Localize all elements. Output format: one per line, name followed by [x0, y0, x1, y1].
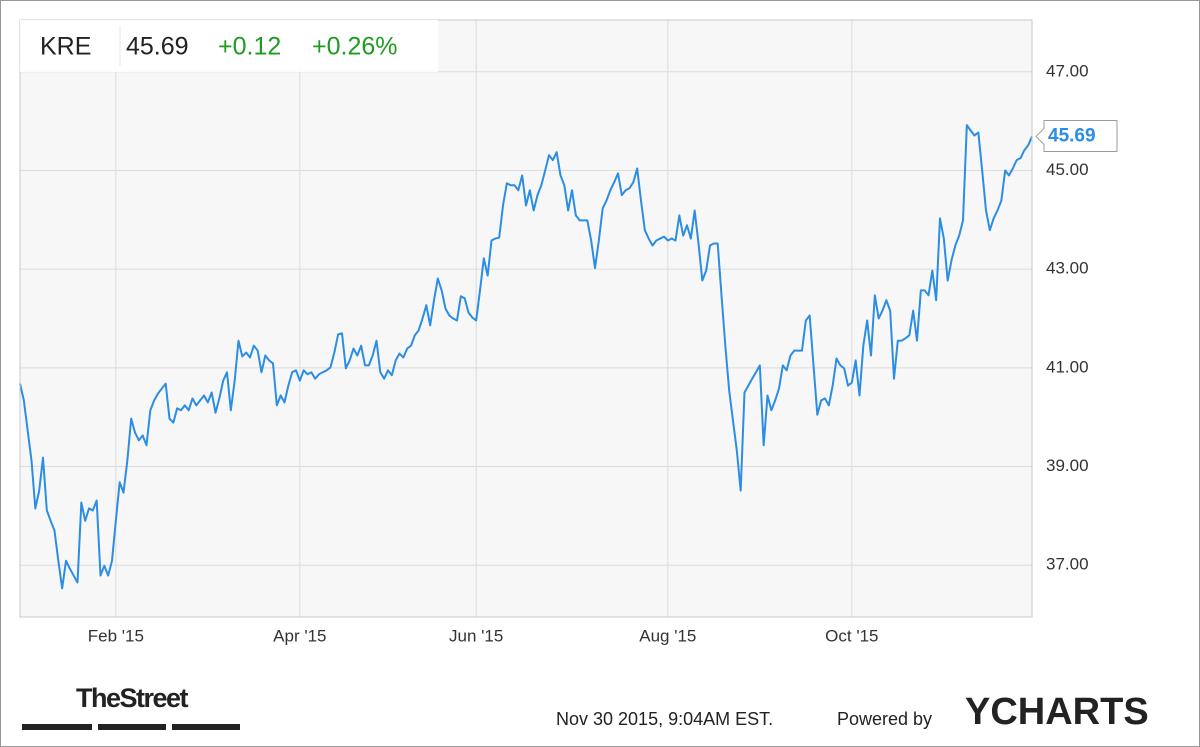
x-tick-label: Jun '15 — [449, 626, 503, 645]
header-box — [20, 20, 438, 72]
x-tick-label: Oct '15 — [825, 626, 878, 645]
change-pct: +0.26% — [312, 33, 398, 61]
ticker: KRE — [40, 33, 91, 61]
last-value-label: 45.69 — [1048, 125, 1096, 146]
timestamp: Nov 30 2015, 9:04AM EST. — [556, 709, 773, 729]
plot-border — [19, 19, 1033, 618]
provider-logo: YCHARTS — [965, 691, 1149, 733]
brand-bar — [172, 724, 240, 730]
y-tick-label: 41.00 — [1046, 357, 1089, 376]
last-value-tag — [1035, 119, 1118, 152]
y-tick-label: 47.00 — [1046, 61, 1089, 80]
x-tick-label: Apr '15 — [273, 626, 326, 645]
brand-bar — [98, 724, 166, 730]
x-tick-label: Feb '15 — [88, 626, 144, 645]
x-tick-label: Aug '15 — [639, 626, 696, 645]
y-tick-label: 43.00 — [1046, 259, 1089, 278]
plot-area — [20, 20, 1032, 617]
y-tick-label: 45.00 — [1046, 160, 1089, 179]
brand-bar — [22, 724, 92, 730]
brand-logo: TheStreet — [76, 683, 189, 713]
price: 45.69 — [126, 33, 189, 61]
y-tick-label: 39.00 — [1046, 456, 1089, 475]
y-tick-label: 37.00 — [1046, 555, 1089, 574]
price-line — [19, 124, 1033, 590]
change: +0.12 — [218, 33, 281, 61]
powered-by: Powered by — [837, 709, 932, 729]
